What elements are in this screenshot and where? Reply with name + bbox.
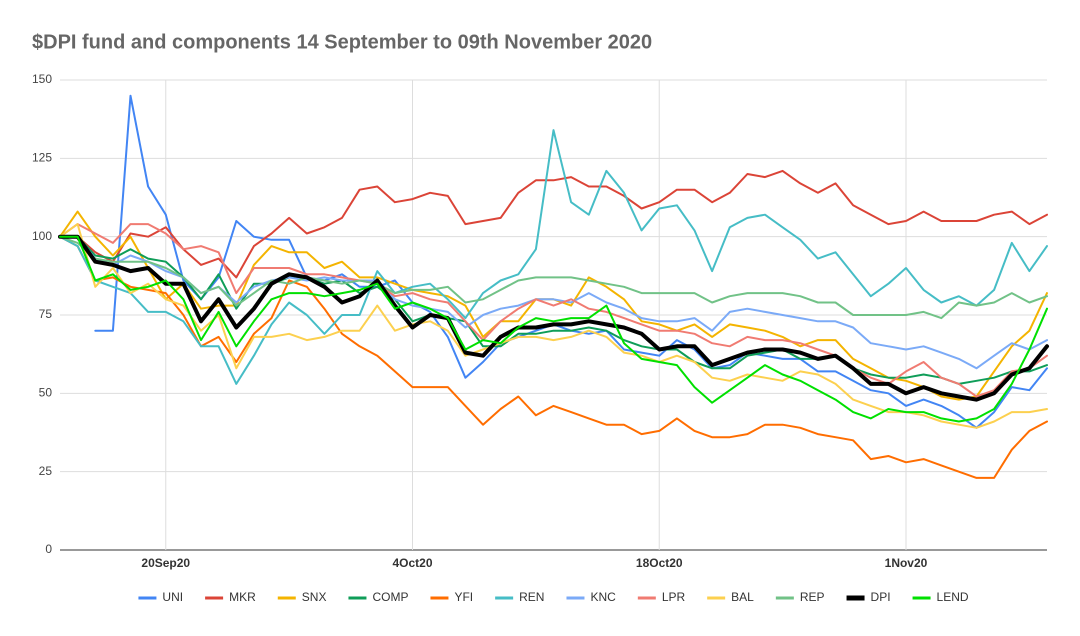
y-tick-label: 75: [39, 307, 53, 321]
legend-label: DPI: [871, 590, 891, 604]
x-tick-label: 4Oct20: [392, 556, 432, 570]
series-line: [59, 169, 1048, 279]
legend-label: LEND: [937, 590, 969, 604]
y-tick-label: 150: [32, 72, 52, 86]
legend-label: KNC: [590, 590, 616, 604]
series-line: [59, 235, 1048, 423]
x-tick-label: 20Sep20: [141, 556, 190, 570]
series-line: [59, 235, 1048, 370]
legend-label: YFI: [454, 590, 473, 604]
legend-label: COMP: [372, 590, 408, 604]
series-line: [58, 234, 1049, 402]
y-tick-label: 125: [32, 151, 52, 165]
y-tick-label: 25: [39, 464, 53, 478]
x-tick-label: 1Nov20: [885, 556, 928, 570]
legend-label: MKR: [229, 590, 256, 604]
legend-label: SNX: [302, 590, 327, 604]
legend-label: REN: [519, 590, 544, 604]
legend-label: LPR: [662, 590, 686, 604]
chart-title: $DPI fund and components 14 September to…: [32, 31, 652, 53]
series-line: [59, 235, 1048, 479]
legend-label: UNI: [162, 590, 183, 604]
legend-label: BAL: [731, 590, 754, 604]
legend-label: REP: [800, 590, 825, 604]
series-line: [59, 223, 1048, 429]
series-line: [59, 235, 1048, 320]
series-line: [59, 129, 1048, 385]
series-line: [59, 235, 1048, 385]
series-line: [59, 223, 1048, 398]
x-tick-label: 18Oct20: [636, 556, 683, 570]
legend: UNI MKR SNX COMP YFI REN KNC LPR BAL REP DPI LEND: [138, 590, 969, 604]
y-tick-label: 50: [39, 386, 53, 400]
y-tick-label: 0: [45, 542, 52, 556]
y-tick-label: 100: [32, 229, 52, 243]
